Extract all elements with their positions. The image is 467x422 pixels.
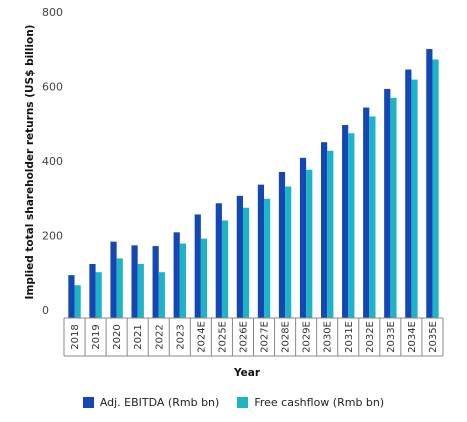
x-tick-label: 2026E: [238, 321, 249, 353]
bar-free-cashflow: [285, 186, 292, 318]
x-tick-label: 2020: [112, 324, 123, 349]
x-tick-label: 2019: [91, 324, 102, 349]
x-tick-label: 2022: [154, 324, 165, 349]
x-tick-label: 2028E: [281, 321, 292, 353]
legend-label-free-cashflow: Free cashflow (Rmb bn): [254, 396, 385, 409]
y-tick-label: 600: [42, 81, 63, 94]
bar-adj-ebitda: [152, 246, 159, 318]
x-tick-label: 2035E: [428, 321, 439, 353]
bar-free-cashflow: [158, 272, 165, 318]
x-tick-label: 2025E: [217, 321, 228, 353]
bar-adj-ebitda: [89, 263, 96, 318]
bar-free-cashflow: [432, 59, 439, 319]
legend-label-adj-ebitda: Adj. EBITDA (Rmb bn): [99, 396, 220, 409]
x-tick-label: 2034E: [407, 321, 418, 353]
x-axis-title: Year: [233, 367, 261, 379]
y-tick-label: 400: [42, 155, 63, 168]
bar-adj-ebitda: [110, 241, 117, 318]
bar-adj-ebitda: [194, 214, 201, 318]
bar-free-cashflow: [369, 116, 376, 318]
bar-free-cashflow: [95, 272, 102, 318]
bar-free-cashflow: [74, 285, 81, 318]
x-tick-label: 2032E: [365, 321, 376, 353]
bar-free-cashflow: [137, 263, 144, 318]
bar-free-cashflow: [116, 258, 123, 318]
x-tick-label: 2018: [70, 324, 81, 349]
x-tick-label: 2027E: [260, 321, 271, 353]
bar-free-cashflow: [179, 243, 187, 318]
bar-free-cashflow: [200, 238, 208, 318]
x-tick-label: 2031E: [344, 321, 355, 353]
bar-free-cashflow: [411, 79, 418, 318]
bar-free-cashflow: [242, 207, 250, 318]
bar-adj-ebitda: [384, 88, 391, 318]
bar-adj-ebitda: [299, 157, 307, 318]
legend-item-adj-ebitda: Adj. EBITDA (Rmb bn): [82, 396, 220, 409]
bar-free-cashflow: [348, 133, 355, 318]
x-tick-label: 2023: [175, 324, 186, 349]
bar-adj-ebitda: [215, 203, 222, 318]
bar-adj-ebitda: [405, 69, 412, 318]
bar-adj-ebitda: [363, 107, 370, 318]
legend-swatch-free-cashflow: [237, 397, 249, 408]
y-tick-label: 0: [42, 304, 49, 317]
x-tick-label: 2029E: [302, 321, 313, 353]
bar-free-cashflow: [390, 97, 397, 318]
bar-adj-ebitda: [131, 245, 138, 318]
bar-adj-ebitda: [173, 232, 180, 318]
x-tick-label: 2033E: [386, 321, 397, 353]
bar-free-cashflow: [221, 220, 229, 318]
bar-free-cashflow: [306, 169, 313, 318]
bar-adj-ebitda: [257, 184, 265, 318]
x-tick-label: 2021: [133, 324, 144, 349]
y-tick-label: 800: [42, 6, 63, 19]
legend-swatch-adj-ebitda: [82, 397, 94, 408]
bar-adj-ebitda: [320, 142, 328, 318]
bar-adj-ebitda: [342, 125, 349, 318]
y-tick-label: 200: [42, 230, 63, 243]
bar-adj-ebitda: [236, 195, 243, 318]
legend: Adj. EBITDA (Rmb bn) Free cashflow (Rmb …: [0, 396, 467, 409]
x-tick-label: 2024E: [196, 321, 207, 353]
legend-item-free-cashflow: Free cashflow (Rmb bn): [237, 396, 384, 409]
bar-free-cashflow: [264, 198, 271, 318]
bar-free-cashflow: [327, 150, 334, 318]
bar-adj-ebitda: [68, 275, 75, 318]
bar-adj-ebitda: [278, 171, 286, 318]
bar-adj-ebitda: [426, 49, 433, 319]
y-axis-title: Implied total shareholder returns (US$ b…: [24, 25, 36, 300]
x-tick-label: 2030E: [323, 321, 334, 353]
